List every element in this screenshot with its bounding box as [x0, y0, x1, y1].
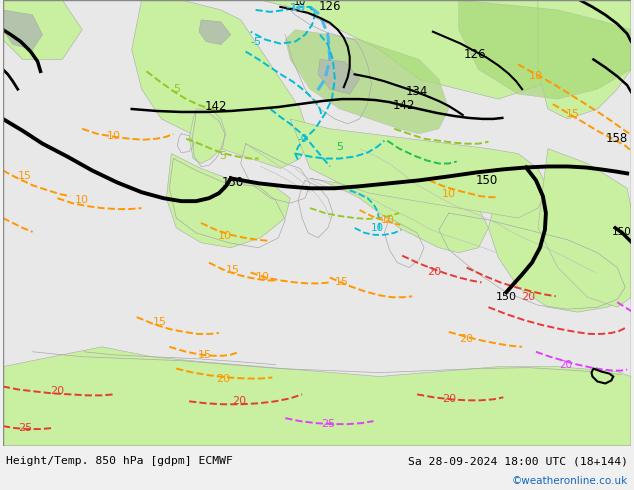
Text: 20: 20 — [231, 396, 246, 406]
Text: 10: 10 — [218, 231, 232, 241]
Text: 10: 10 — [107, 131, 121, 141]
Polygon shape — [538, 0, 631, 119]
Text: 15: 15 — [198, 350, 212, 360]
Text: 20: 20 — [460, 334, 474, 344]
Text: 10: 10 — [75, 195, 89, 205]
Text: 15: 15 — [335, 277, 349, 288]
Text: 150: 150 — [496, 292, 517, 302]
Polygon shape — [318, 59, 359, 94]
Text: 15: 15 — [152, 317, 167, 327]
Text: 150: 150 — [222, 176, 244, 189]
Polygon shape — [310, 178, 488, 253]
Text: 15: 15 — [226, 265, 240, 274]
Polygon shape — [261, 0, 567, 99]
Polygon shape — [3, 347, 631, 446]
Text: 20: 20 — [521, 292, 535, 302]
Text: 5: 5 — [173, 84, 180, 94]
Text: 20: 20 — [50, 387, 65, 396]
Text: 10: 10 — [256, 272, 269, 282]
Text: 15: 15 — [566, 109, 579, 119]
Text: 158: 158 — [606, 132, 628, 145]
Polygon shape — [285, 30, 449, 134]
Text: 150: 150 — [476, 174, 498, 187]
Text: Height/Temp. 850 hPa [gdpm] ECMWF: Height/Temp. 850 hPa [gdpm] ECMWF — [6, 456, 233, 466]
Polygon shape — [592, 368, 613, 384]
Text: 150: 150 — [611, 227, 631, 237]
Text: Sa 28-09-2024 18:00 UTC (18+144): Sa 28-09-2024 18:00 UTC (18+144) — [408, 456, 628, 466]
Text: -0: -0 — [297, 134, 307, 144]
Polygon shape — [199, 20, 231, 45]
Text: -10: -10 — [285, 3, 305, 13]
Polygon shape — [538, 148, 631, 307]
Polygon shape — [189, 109, 226, 164]
Text: 10: 10 — [442, 189, 456, 199]
Text: 5: 5 — [219, 150, 226, 161]
Text: ©weatheronline.co.uk: ©weatheronline.co.uk — [512, 476, 628, 487]
Text: 10: 10 — [529, 72, 543, 81]
Text: 126: 126 — [463, 48, 486, 61]
Text: -5: -5 — [250, 37, 261, 47]
Text: 20: 20 — [559, 360, 573, 369]
FancyBboxPatch shape — [3, 0, 631, 446]
Text: 15: 15 — [18, 172, 32, 181]
Text: 20: 20 — [427, 268, 441, 277]
Text: 25: 25 — [321, 419, 335, 429]
Polygon shape — [290, 119, 548, 218]
Text: 10: 10 — [380, 215, 394, 225]
Text: 25: 25 — [18, 423, 32, 433]
Polygon shape — [458, 0, 631, 99]
Polygon shape — [3, 0, 82, 59]
Text: 20: 20 — [216, 373, 230, 384]
Text: 134: 134 — [406, 85, 429, 98]
Text: 10: 10 — [371, 223, 384, 233]
Polygon shape — [488, 188, 631, 312]
Polygon shape — [132, 0, 310, 169]
Text: 126: 126 — [319, 0, 341, 13]
Text: 5: 5 — [336, 142, 343, 151]
Polygon shape — [3, 10, 42, 49]
Text: 10: 10 — [294, 0, 306, 7]
Text: 142: 142 — [393, 98, 415, 112]
Text: 20: 20 — [442, 394, 456, 404]
Polygon shape — [166, 153, 290, 248]
Text: 142: 142 — [205, 99, 227, 113]
